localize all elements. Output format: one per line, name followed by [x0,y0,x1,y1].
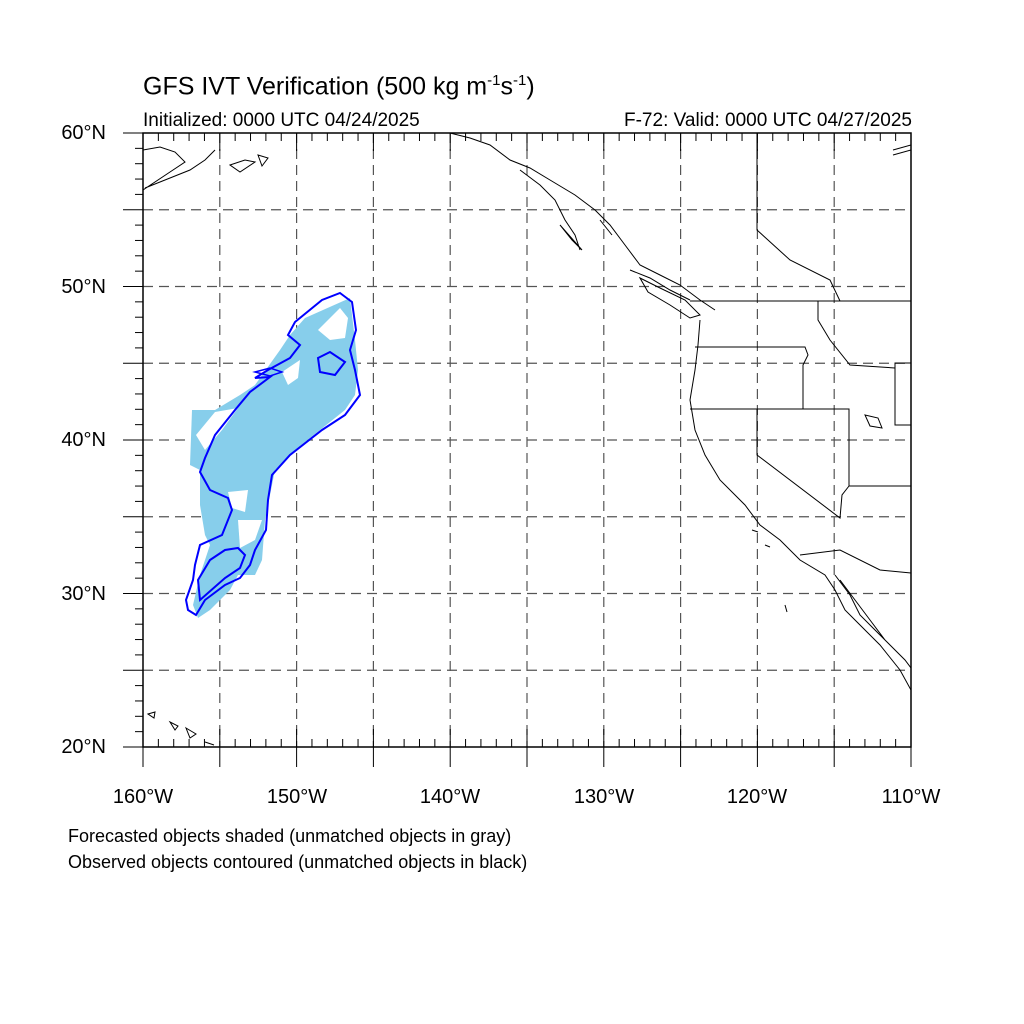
lat-label: 60°N [61,122,106,144]
lon-label: 120°W [726,786,788,808]
observed-object-contour-hole [196,546,247,603]
initialized-label: Initialized: 0000 UTC 04/24/2025 [143,110,420,131]
lon-label: 110°W [881,786,941,808]
forecast-gap [282,360,300,385]
chart-title: GFS IVT Verification (500 kg m-1s-1) [143,72,535,101]
lon-label: 150°W [266,786,328,808]
valid-time-label: F-72: Valid: 0000 UTC 04/27/2025 [624,110,912,131]
forecast-object [190,298,358,618]
forecast-gap [228,490,248,512]
lat-label: 50°N [61,276,106,298]
observed-object-contour-hole [316,350,347,377]
lon-label: 130°W [573,786,635,808]
lat-label: 40°N [61,429,106,451]
forecast-gap [238,520,262,548]
observed-object-contour [184,291,362,617]
axis-ticks [123,132,912,767]
footnote-forecast: Forecasted objects shaded (unmatched obj… [68,826,512,846]
coastlines [143,133,911,746]
observed-object-contour-hole [252,367,285,377]
lat-label: 20°N [61,736,106,758]
forecast-gap [318,308,348,340]
footnote-observed: Observed objects contoured (unmatched ob… [68,852,528,872]
lat-label: 30°N [61,583,106,605]
lon-label: 160°W [112,786,174,808]
lon-label: 140°W [419,786,481,808]
